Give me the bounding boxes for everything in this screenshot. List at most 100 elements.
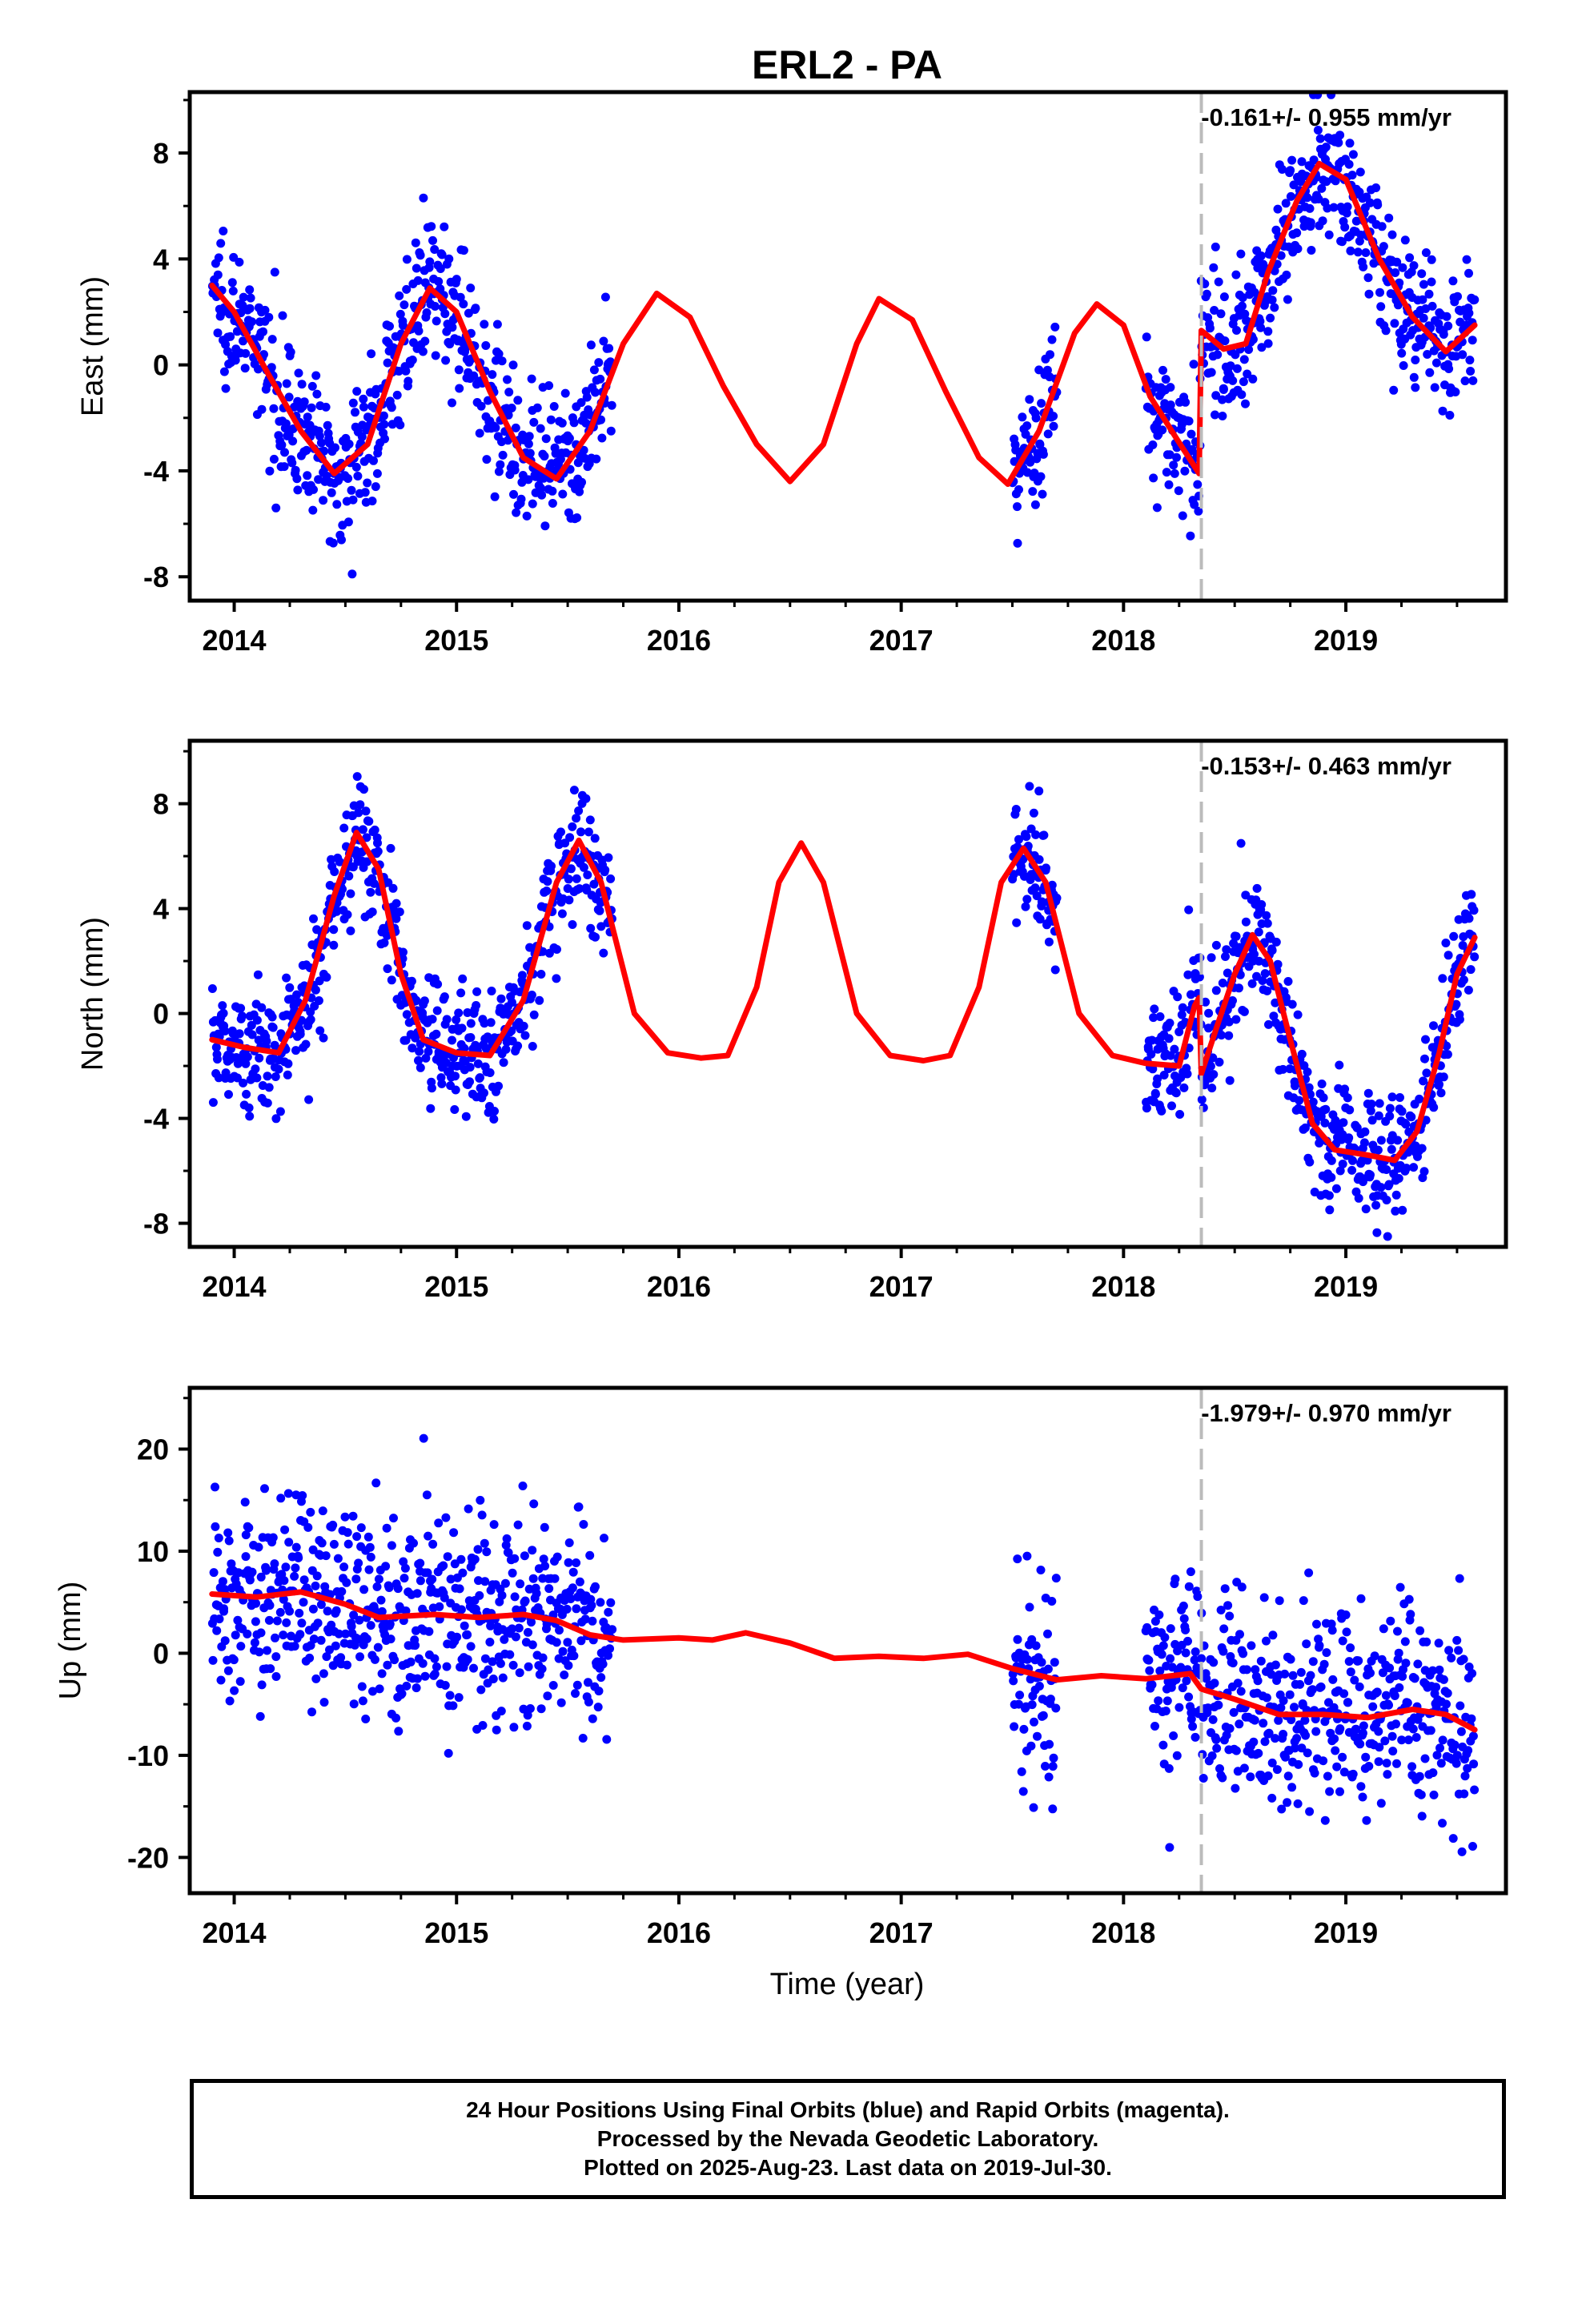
east-point [235,257,244,267]
north-point [421,1053,431,1063]
up-point [368,1687,377,1696]
east-point [319,496,328,505]
north-point [1235,983,1243,993]
up-point [1366,1668,1375,1678]
up-point [572,1604,581,1614]
east-point [1346,246,1355,255]
north-point [322,972,331,982]
north-point [489,1115,499,1124]
up-point [299,1598,308,1607]
east-point [508,360,518,370]
east-point [347,569,357,579]
up-point [1432,1751,1442,1760]
up-point [1158,1740,1168,1750]
up-point [1287,1783,1297,1792]
east-point [1427,301,1437,311]
east-point [360,488,370,497]
up-point [1454,1646,1464,1655]
north-point [1374,1111,1383,1120]
east-point [343,474,353,483]
east-point [1218,412,1227,420]
up-point [329,1539,339,1549]
north-point [255,1053,264,1063]
up-point [428,1539,438,1549]
up-point [528,1640,537,1650]
east-point [1050,322,1060,332]
east-point [1169,460,1178,470]
up-point [1322,1648,1331,1658]
up-point [394,1727,404,1736]
north-point [1335,1060,1344,1070]
up-point [348,1511,358,1521]
east-point [1273,204,1283,214]
up-point [362,1634,371,1643]
up-point [305,1653,315,1663]
up-point [516,1579,525,1589]
up-point [1154,1610,1164,1619]
up-point [422,1490,432,1500]
east-point [1256,251,1266,260]
north-point [568,822,577,831]
east-point [404,376,413,386]
north-point [1047,880,1057,890]
up-point [1051,1703,1061,1713]
east-point [491,423,500,432]
up-point [227,1559,236,1569]
north-point [527,991,536,999]
east-point [496,460,505,469]
north-point [1252,883,1262,893]
up-point [1259,1593,1269,1602]
east-point [1323,203,1332,213]
up-point [309,1634,319,1644]
east-point [1427,277,1436,287]
east-point [536,424,545,433]
north-point [1308,1097,1318,1107]
east-point [1442,312,1452,321]
east-point [337,535,346,545]
north-point [1224,1031,1234,1040]
north-point [1327,1156,1336,1165]
up-point [1400,1637,1410,1647]
east-point [540,452,549,461]
up-point [1034,1682,1044,1691]
east-point [1417,269,1427,279]
north-point [535,995,544,1005]
north-point [346,889,355,899]
east-point [1238,301,1247,311]
north-point [428,1015,437,1024]
up-point [308,1545,318,1554]
east-point [312,389,322,399]
north-point [604,853,613,862]
north-point [454,1008,464,1018]
up-point [1391,1719,1400,1729]
north-point [1343,1093,1352,1103]
up-point [260,1484,269,1494]
up-point [400,1574,409,1583]
chart-title: ERL2 - PA [752,42,942,87]
north-point [1254,927,1263,937]
north-point [528,1042,537,1051]
east-point [1257,343,1267,352]
north-point [233,1073,242,1083]
up-point [1239,1763,1249,1773]
up-point [1215,1764,1224,1773]
east-point [597,433,607,443]
up-x-tick-label: 2017 [869,1916,934,1949]
north-x-ticks: 2014 2015 2016 2017 2018 2019 [202,1247,1459,1303]
up-point [356,1523,366,1533]
east-point [352,387,362,396]
north-point [1204,1008,1214,1018]
north-y-tick-label: 8 [153,788,169,821]
east-point [1439,330,1448,339]
up-point [496,1659,505,1668]
up-point [406,1657,416,1667]
east-point [573,458,583,468]
east-point [1425,368,1435,377]
up-point [1443,1688,1452,1698]
up-point [1459,1655,1468,1664]
up-y-tick-label: -10 [127,1739,169,1772]
east-point [1324,230,1334,239]
north-point [1319,1093,1328,1103]
east-point [1353,247,1363,257]
up-point [1144,1655,1154,1665]
